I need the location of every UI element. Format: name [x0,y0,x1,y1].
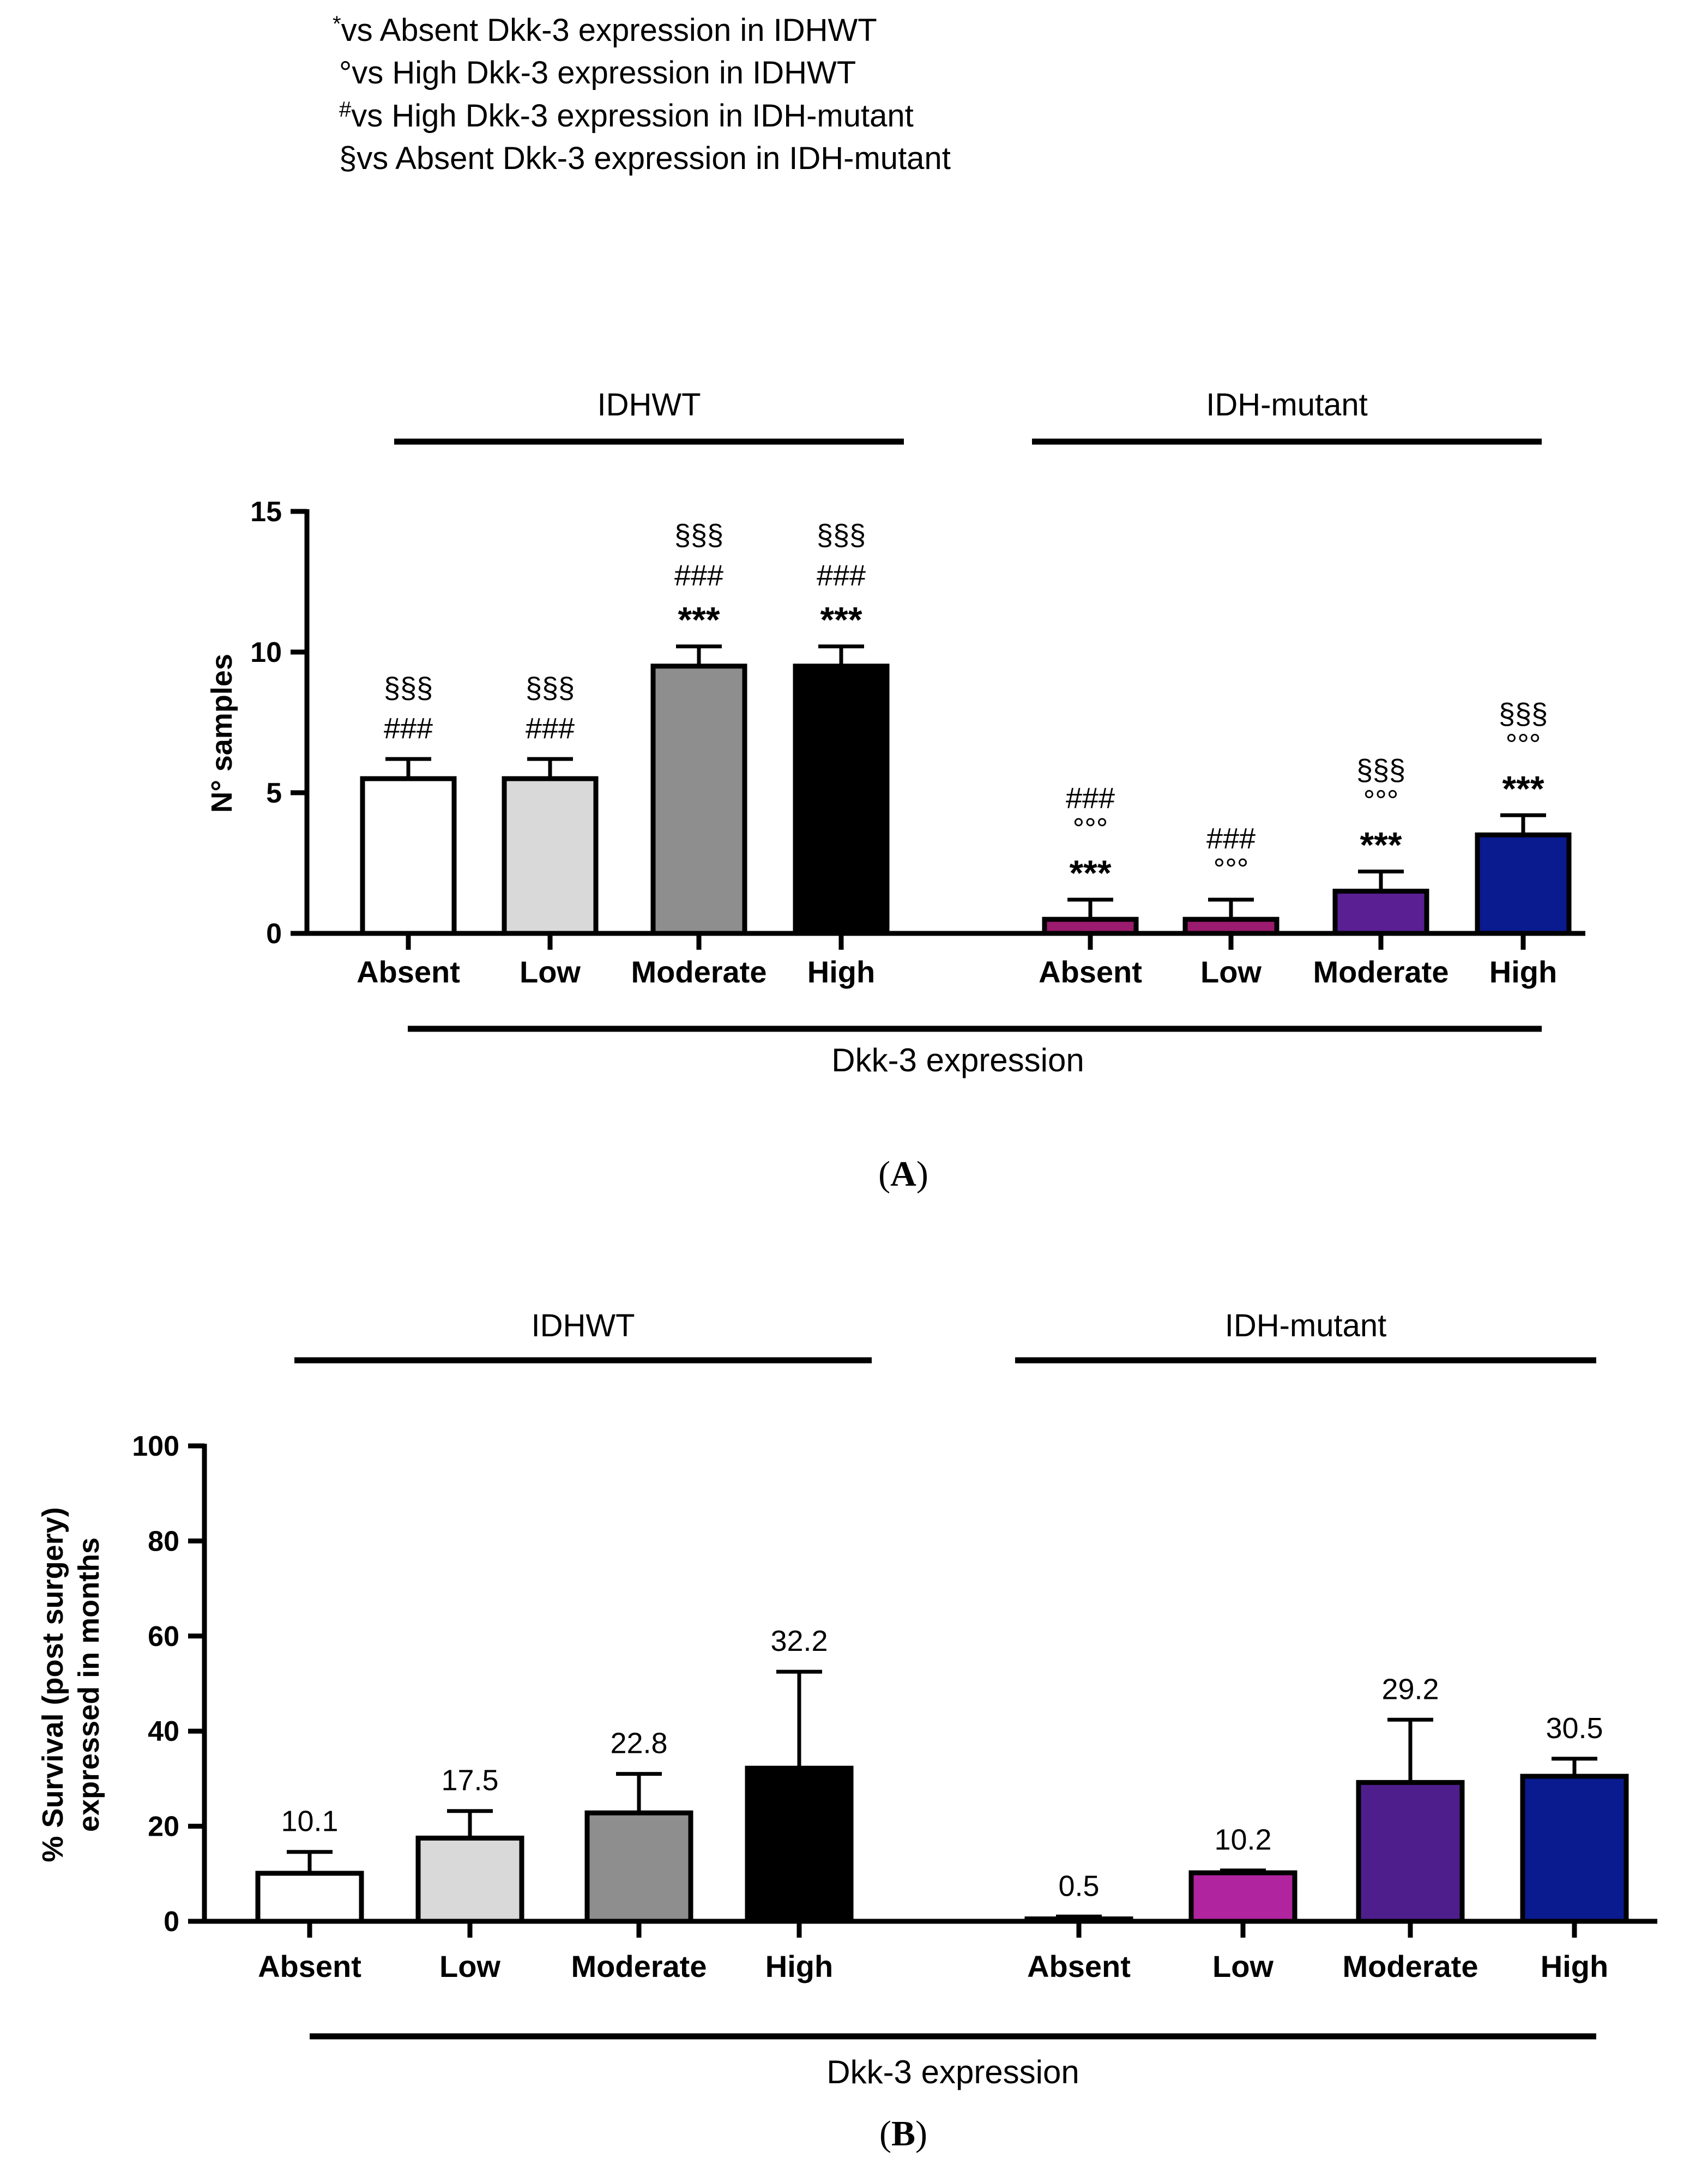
significance-idh-mutant-high-2: *** [1502,768,1544,809]
bar-idhwt-low [415,1835,524,1924]
significance-idh-mutant-high-0: §§§ [1499,697,1548,730]
y-tick-label-10: 10 [250,637,282,668]
group-label-idhwt: IDHWT [531,1308,635,1343]
category-label-idhwt-absent: Absent [258,1949,361,1983]
panel-a-label: (A) [878,1154,928,1194]
bar-idh-mutant-absent [1042,916,1139,936]
significance-idhwt-moderate-1: ### [674,559,723,592]
bar-idh-mutant-moderate [1332,889,1429,936]
y-tick-label-0: 0 [266,918,282,950]
value-label-idhwt-moderate: 22.8 [610,1727,667,1760]
bar-idhwt-absent [255,1871,364,1924]
y-tick-label-80: 80 [148,1525,179,1557]
category-label-idhwt-low: Low [520,955,581,989]
significance-idh-mutant-moderate-1: °°° [1363,784,1399,817]
category-label-idh-mutant-absent: Absent [1027,1949,1131,1983]
significance-idhwt-moderate-0: §§§ [674,519,723,552]
y-tick-label-100: 100 [132,1431,179,1462]
category-label-idh-mutant-absent: Absent [1039,955,1142,989]
category-label-idhwt-low: Low [439,1949,500,1983]
significance-idh-mutant-low-0: ### [1206,822,1256,855]
significance-idh-mutant-moderate-2: *** [1360,824,1402,865]
y-tick-label-20: 20 [148,1811,179,1843]
significance-idhwt-absent-1: ### [384,712,433,745]
significance-idh-mutant-absent-0: ### [1066,782,1115,815]
x-axis-label: Dkk-3 expression [831,1042,1084,1078]
category-label-idhwt-moderate: Moderate [631,955,767,989]
bar-idh-mutant-low [1182,916,1280,936]
y-tick-label-40: 40 [148,1716,179,1747]
y-tick-label-5: 5 [266,777,282,809]
significance-idhwt-moderate-2: *** [678,600,720,640]
significance-idhwt-high-2: *** [820,600,862,640]
legend-line-absent-idhwt: *vs Absent Dkk-3 expression in IDHWT [333,12,877,48]
value-label-idhwt-low: 17.5 [441,1764,498,1797]
significance-idhwt-absent-0: §§§ [384,672,433,704]
bar-idh-mutant-high [1475,832,1572,936]
value-label-idh-mutant-high: 30.5 [1546,1712,1603,1745]
bar-idhwt-moderate [584,1810,693,1924]
value-label-idh-mutant-absent: 0.5 [1058,1870,1099,1902]
significance-idh-mutant-moderate-0: §§§ [1356,753,1405,786]
group-label-idh-mutant: IDH-mutant [1206,387,1368,423]
x-axis-label: Dkk-3 expression [826,2054,1079,2090]
panel-b-label: (B) [879,2114,927,2154]
value-label-idhwt-high: 32.2 [770,1625,828,1657]
category-label-idh-mutant-moderate: Moderate [1313,955,1449,989]
category-label-idh-mutant-moderate: Moderate [1343,1949,1478,1983]
significance-idhwt-high-0: §§§ [817,519,866,552]
category-label-idh-mutant-high: High [1489,955,1557,989]
significance-idhwt-low-1: ### [526,712,575,745]
bar-idhwt-low [502,776,599,936]
legend-line-absent-idh-mutant: §vs Absent Dkk-3 expression in IDH-mutan… [339,141,951,176]
value-label-idh-mutant-low: 10.2 [1214,1824,1271,1856]
significance-idh-mutant-high-1: °°° [1506,728,1541,761]
category-label-idhwt-moderate: Moderate [571,1949,707,1983]
group-label-idh-mutant: IDH-mutant [1225,1308,1387,1343]
category-label-idhwt-high: High [765,1949,833,1983]
significance-legend: *vs Absent Dkk-3 expression in IDHWT °vs… [333,12,951,176]
group-label-idhwt: IDHWT [597,387,701,423]
bar-idh-mutant-low [1188,1870,1297,1924]
y-axis-label: % Survival (post surgery) expressed in mo… [37,1507,105,1862]
bar-idhwt-high [745,1765,854,1924]
y-tick-label-60: 60 [148,1621,179,1653]
value-label-idh-mutant-moderate: 29.2 [1381,1673,1439,1705]
legend-line-high-idhwt: °vs High Dkk-3 expression in IDHWT [339,55,856,91]
significance-idhwt-high-1: ### [817,559,866,592]
category-label-idhwt-high: High [807,955,875,989]
significance-idh-mutant-absent-1: °°° [1073,812,1108,845]
bar-idhwt-high [793,664,890,936]
bar-idh-mutant-absent [1024,1916,1133,1924]
y-tick-label-15: 15 [250,496,282,528]
significance-idh-mutant-absent-2: *** [1069,853,1111,893]
y-tick-label-0: 0 [164,1906,179,1938]
bar-idh-mutant-moderate [1356,1780,1465,1924]
panel-b-chart: IDHWT IDH-mutant 0 20 40 60 80 100 Absent 10.1 Low… [37,1308,1657,2090]
significance-idh-mutant-low-1: °°° [1214,853,1249,885]
legend-line-high-idh-mutant: #vs High Dkk-3 expression in IDH-mutant [339,98,914,134]
bar-idhwt-absent [360,776,457,936]
bar-idhwt-moderate [650,664,747,936]
significance-idhwt-low-0: §§§ [526,672,575,704]
category-label-idh-mutant-high: High [1541,1949,1608,1983]
category-label-idh-mutant-low: Low [1200,955,1262,989]
category-label-idhwt-absent: Absent [357,955,460,989]
y-axis-label: N° samples [206,654,238,813]
bar-idh-mutant-high [1520,1774,1629,1924]
category-label-idh-mutant-low: Low [1212,1949,1274,1983]
value-label-idhwt-absent: 10.1 [281,1805,338,1838]
panel-a-chart: IDHWT IDH-mutant 0 5 10 15 Absent ### §§§ Low ### §… [206,387,1585,1078]
